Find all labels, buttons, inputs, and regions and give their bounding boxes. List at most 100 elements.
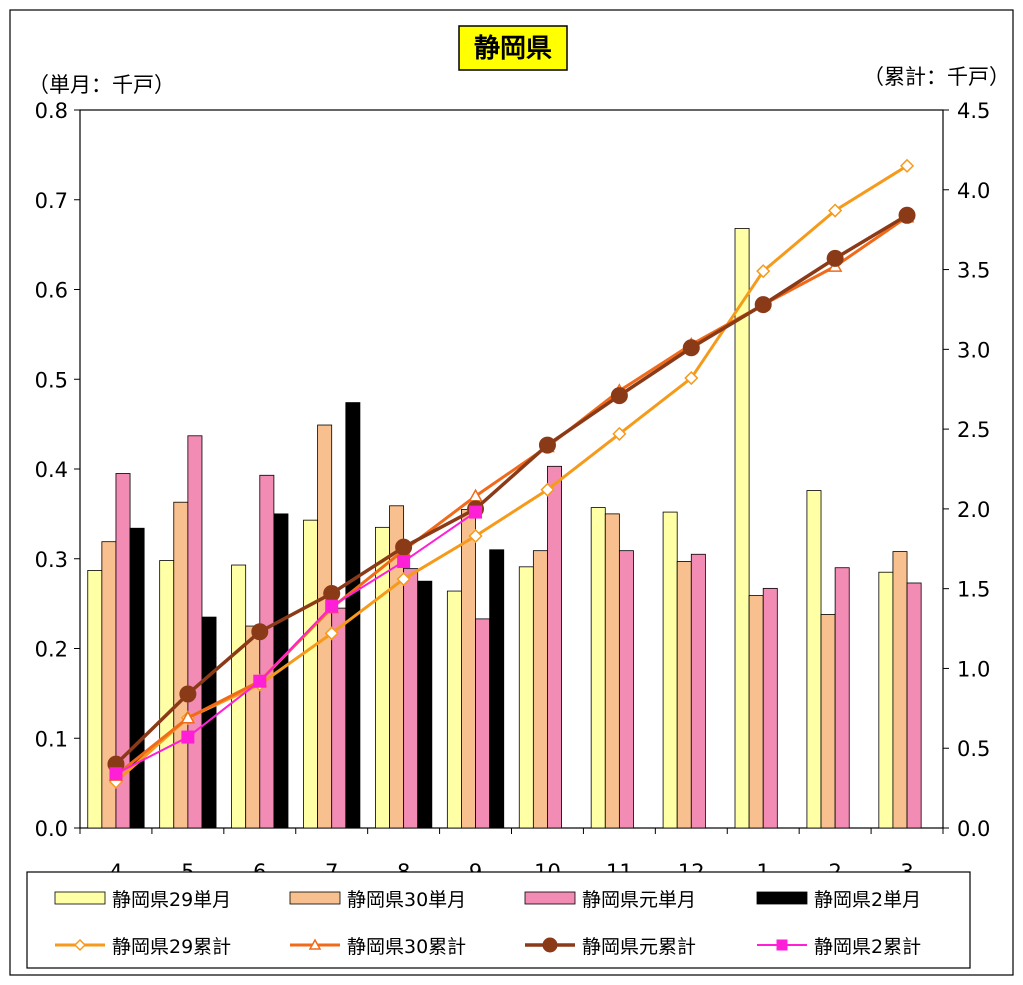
legend-label: 静岡県29累計 [112,936,231,958]
legend-swatch-bar-4 [756,891,808,905]
bar-series-2 [676,561,692,829]
line-point-series-3 [323,584,341,602]
right-axis-tick-label: 0.0 [957,817,990,841]
right-axis-tick-label: 3.5 [957,259,990,283]
legend-swatch-bar-2 [289,891,341,905]
line-point-series-3 [179,685,197,703]
bar-series-4 [129,527,145,829]
left-axis-tick-label: 0.0 [35,817,68,841]
line-point-series-1 [899,158,915,173]
right-axis-tick-label: 4.5 [957,99,990,123]
line-point-series-1 [324,626,339,641]
bar-series-1 [303,519,319,829]
right-axis-tick-label: 1.0 [957,657,990,681]
left-axis-tick-label: 0.4 [35,458,68,482]
line-point-series-1 [684,370,699,386]
left-axis-label: （単月：千戸） [28,73,175,97]
left-axis-tick-label: 0.2 [35,638,68,662]
legend-label: 静岡県30累計 [347,936,466,958]
bar-series-4 [201,616,217,829]
bar-series-2 [820,613,836,829]
left-axis-tick-label: 0.3 [35,548,68,572]
bar-series-1 [87,570,103,829]
line-point-series-3 [682,339,700,357]
left-axis-tick-label: 0.5 [35,368,68,392]
bar-series-4 [417,580,433,829]
bar-series-1 [878,571,894,829]
line-point-series-4 [181,730,195,744]
legend-marker-2 [308,938,322,950]
plot-area: 0.0 0.1 0.2 0.3 0.4 0.5 0.6 0.7 0.8 0.0 0.5 1.0 1.5 2… [35,99,991,884]
right-axis-tick-label: 0.5 [957,737,990,761]
bar-series-2 [892,551,908,829]
right-axis-label: （累計：千戸） [863,65,1010,89]
bar-series-4 [489,549,505,829]
bar-series-2 [604,513,620,829]
bar-series-3 [259,474,275,829]
bar-series-2 [461,508,476,829]
legend-swatch-bar-1 [54,891,106,905]
right-axis-tick-label: 1.5 [957,578,990,602]
title-box [458,25,568,71]
legend-label: 静岡県2累計 [814,936,921,958]
legend-label: 静岡県29単月 [112,889,231,911]
line-series-3 [114,213,908,766]
right-axis-tick-label: 3.0 [957,338,990,362]
line-point-series-3 [826,249,844,267]
line-series-4 [115,511,477,775]
line-point-series-3 [754,296,772,314]
line-point-series-4 [397,555,411,569]
left-axis-tick-label: 0.8 [35,99,68,123]
bar-series-1 [806,490,822,829]
line-point-series-3 [610,387,628,405]
line-point-series-4 [325,599,339,613]
bar-series-3 [690,553,706,829]
line-point-series-4 [253,674,267,688]
legend-label: 静岡県元単月 [582,889,696,911]
bar-series-3 [547,465,562,829]
bar-series-1 [446,590,462,829]
line-point-series-3 [251,623,269,641]
bar-series-1 [159,560,175,829]
legend-box [26,871,971,969]
bar-series-1 [518,566,534,829]
bar-series-3 [475,618,491,829]
right-axis-tick-label: 2.0 [957,498,990,522]
line-point-series-2 [180,710,196,724]
line-point-series-4 [109,767,123,781]
line-point-series-3 [538,436,556,454]
bar-series-3 [906,582,922,829]
line-point-series-1 [828,203,843,218]
bar-series-3 [618,550,634,829]
bar-series-1 [590,507,606,829]
left-axis-tick-label: 0.1 [35,727,68,751]
line-point-series-1 [756,264,771,279]
legend-marker-1 [73,938,87,952]
bar-series-1 [734,228,750,829]
line-point-series-3 [898,206,916,224]
bar-series-3 [331,607,347,829]
legend-marker-4 [776,939,788,951]
line-point-series-3 [395,538,413,556]
legend-label: 静岡県30単月 [347,889,466,911]
legend-label: 静岡県2単月 [814,889,921,911]
legend-label: 静岡県元累計 [582,936,696,958]
chart-title: 静岡県 [474,33,552,64]
left-axis-tick-label: 0.6 [35,279,68,303]
bar-series-1 [662,511,678,829]
line-point-series-1 [612,426,627,441]
line-point-series-1 [468,528,483,544]
left-axis-tick-label: 0.7 [35,189,68,213]
right-axis-tick-label: 4.0 [957,179,990,203]
bar-series-2 [532,550,548,829]
bar-series-3 [403,568,419,829]
bar-series-2 [245,625,261,829]
legend-swatch-bar-3 [524,891,576,905]
bar-series-3 [762,587,778,829]
bar-series-2 [173,501,189,829]
bar-series-2 [748,595,764,829]
right-axis-tick-label: 2.5 [957,418,990,442]
bar-series-3 [834,567,850,829]
